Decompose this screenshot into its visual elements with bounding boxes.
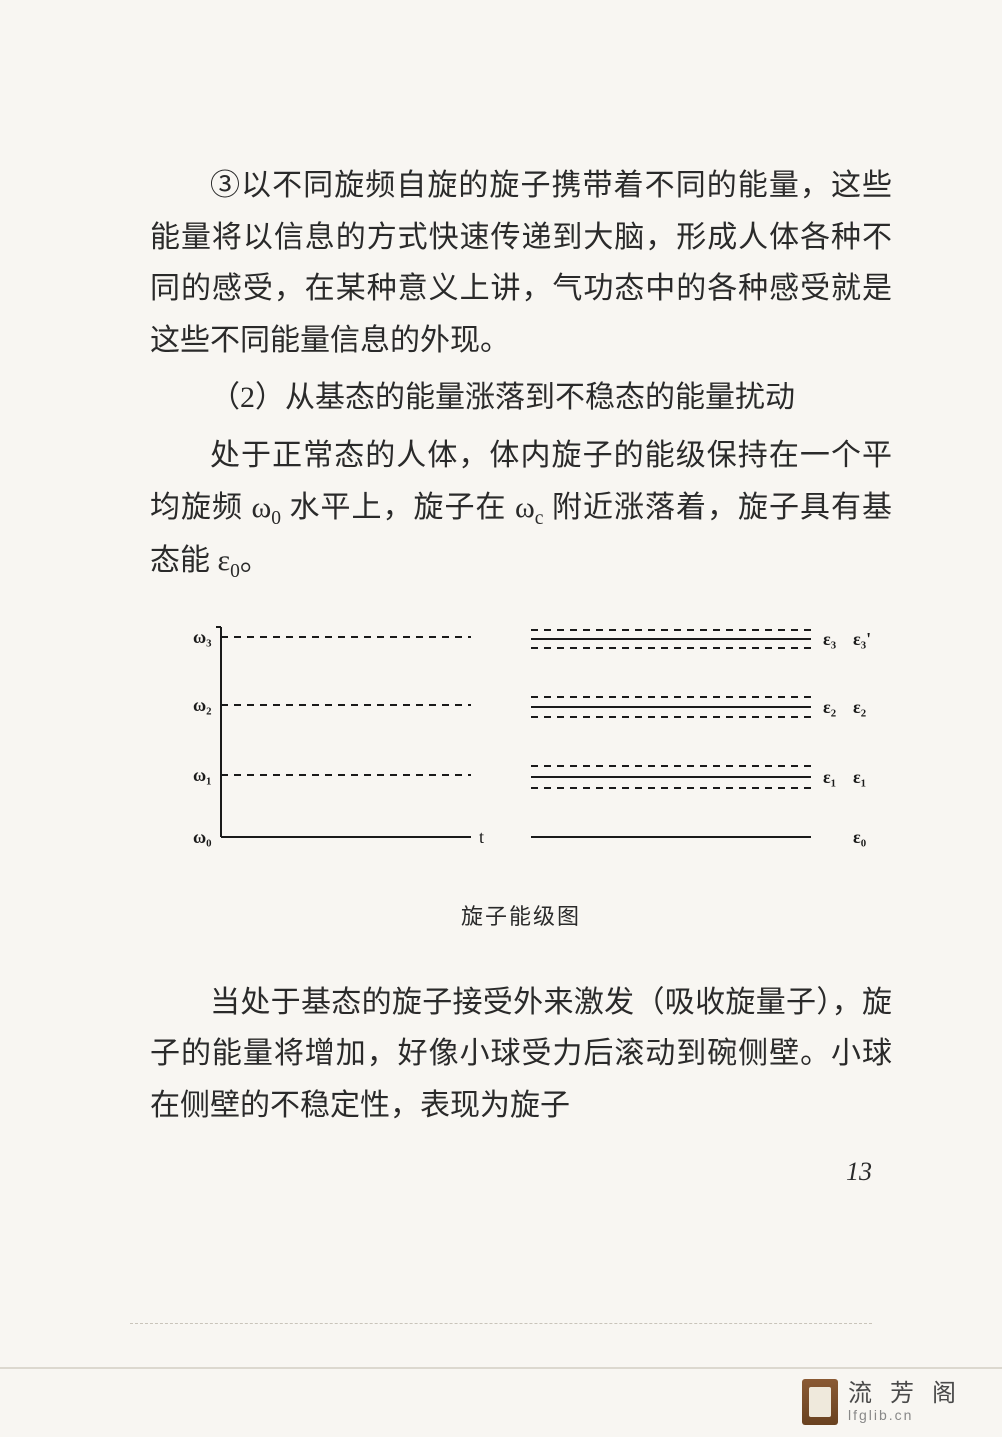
brand-logo-icon (802, 1379, 838, 1425)
svg-text:ω₂: ω₂ (193, 695, 212, 715)
page-content: ③以不同旋频自旋的旋子携带着不同的能量，这些能量将以信息的方式快速传递到大脑，形… (0, 0, 1002, 1131)
paragraph-3: 处于正常态的人体，体内旋子的能级保持在一个平均旋频 ω0 水平上，旋子在 ωc … (150, 430, 892, 589)
svg-text:ε₃': ε₃' (853, 629, 871, 649)
brand-cn: 流 芳 阁 (848, 1381, 962, 1407)
brand-text: 流 芳 阁 lfglib.cn (848, 1381, 962, 1423)
svg-text:ε₀: ε₀ (853, 827, 866, 847)
footer-separator (130, 1323, 872, 1324)
sub-0: 0 (271, 508, 281, 529)
footer: 流 芳 阁 lfglib.cn (0, 1367, 1002, 1437)
paragraph-1: ③以不同旋频自旋的旋子携带着不同的能量，这些能量将以信息的方式快速传递到大脑，形… (150, 160, 892, 366)
paragraph-4: 当处于基态的旋子接受外来激发（吸收旋量子），旋子的能量将增加，好像小球受力后滚动… (150, 977, 892, 1132)
svg-text:ε₁: ε₁ (823, 767, 836, 787)
sub-0b: 0 (230, 561, 240, 582)
diagram-caption: 旋子能级图 (150, 899, 892, 931)
svg-text:ε₂: ε₂ (823, 697, 836, 717)
brand-en: lfglib.cn (848, 1408, 962, 1423)
svg-text:t: t (479, 827, 484, 847)
svg-text:ε₂: ε₂ (853, 697, 866, 717)
page-number: 13 (846, 1157, 872, 1187)
energy-level-diagram: t ω₃ ω₂ ω₁ ω₀ ε₃ ε₃' ε₂ ε₂ ε₁ ε₁ ε₀ (171, 617, 871, 857)
p3-text-d: 。 (240, 544, 270, 577)
svg-text:ω₁: ω₁ (193, 765, 212, 785)
svg-text:ω₃: ω₃ (193, 627, 212, 647)
paragraph-2: （2）从基态的能量涨落到不稳态的能量扰动 (150, 372, 892, 424)
svg-text:ε₃: ε₃ (823, 629, 837, 649)
svg-text:ω₀: ω₀ (193, 827, 212, 847)
brand: 流 芳 阁 lfglib.cn (802, 1379, 962, 1425)
svg-text:ε₁: ε₁ (853, 767, 866, 787)
p3-text-b: 水平上，旋子在 ω (281, 491, 535, 524)
